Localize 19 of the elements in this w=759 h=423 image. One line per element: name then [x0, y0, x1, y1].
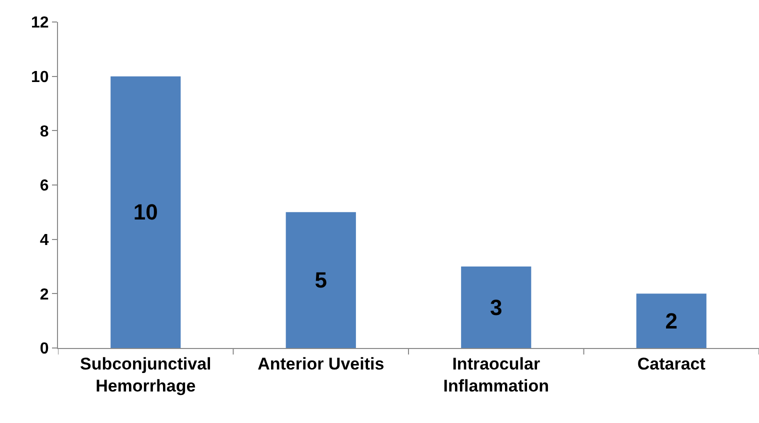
- x-tick-label: Anterior Uveitis: [258, 354, 384, 374]
- y-tick-label: 4: [40, 232, 49, 249]
- bar: [286, 212, 356, 348]
- bar: [461, 266, 532, 348]
- bar: [636, 294, 706, 348]
- data-label: 5: [314, 268, 328, 293]
- y-tick-label: 10: [31, 68, 49, 86]
- y-tick-label: 8: [40, 123, 49, 140]
- data-label: 2: [665, 308, 678, 334]
- y-tick-label: 6: [40, 178, 49, 195]
- x-tick-label: Cataract: [637, 354, 706, 374]
- data-label: 10: [133, 200, 158, 225]
- y-tick-label: 2: [40, 286, 49, 304]
- x-tick-label: Intraocular Inflammation: [443, 354, 550, 396]
- x-tick-label: Subconjunctival Hemorrhage: [80, 354, 212, 396]
- y-tick-label: 12: [31, 14, 49, 32]
- y-tick-label: 0: [40, 340, 49, 358]
- bar: [110, 76, 181, 348]
- data-label: 3: [490, 294, 502, 320]
